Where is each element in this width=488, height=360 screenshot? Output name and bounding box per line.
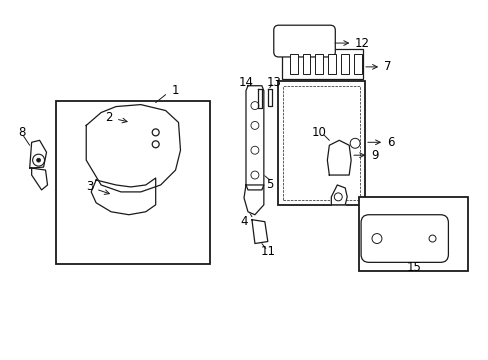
Circle shape [37, 158, 41, 162]
Polygon shape [244, 185, 264, 215]
Bar [315, 54, 323, 74]
Bar [277, 81, 365, 205]
Text: 7: 7 [365, 60, 390, 73]
FancyBboxPatch shape [360, 215, 447, 262]
Bar [341, 54, 348, 74]
Text: 1: 1 [171, 84, 179, 97]
Bar [289, 54, 297, 74]
Text: 11: 11 [260, 245, 275, 258]
Polygon shape [331, 185, 346, 205]
Text: 15: 15 [406, 261, 420, 274]
Bar [56, 100, 210, 264]
Text: 5: 5 [265, 179, 273, 192]
Text: 3: 3 [85, 180, 109, 194]
Polygon shape [257, 89, 262, 108]
Bar [353, 54, 361, 74]
Text: 6: 6 [367, 136, 394, 149]
Text: 4: 4 [240, 215, 247, 228]
FancyBboxPatch shape [273, 25, 335, 57]
Polygon shape [267, 89, 271, 105]
Text: 9: 9 [353, 149, 378, 162]
Text: 2: 2 [105, 111, 127, 124]
Polygon shape [91, 178, 155, 215]
Text: 13: 13 [266, 76, 281, 89]
Polygon shape [86, 105, 180, 192]
Text: 12: 12 [334, 37, 369, 50]
Text: 14: 14 [238, 76, 253, 89]
Text: 8: 8 [18, 126, 25, 139]
Polygon shape [251, 220, 267, 243]
Text: 10: 10 [311, 126, 326, 139]
Bar [302, 54, 310, 74]
Bar [327, 54, 336, 74]
Bar [358, 197, 468, 271]
Polygon shape [245, 86, 264, 190]
Bar [281, 49, 362, 79]
Bar [282, 86, 359, 200]
Polygon shape [326, 140, 350, 175]
